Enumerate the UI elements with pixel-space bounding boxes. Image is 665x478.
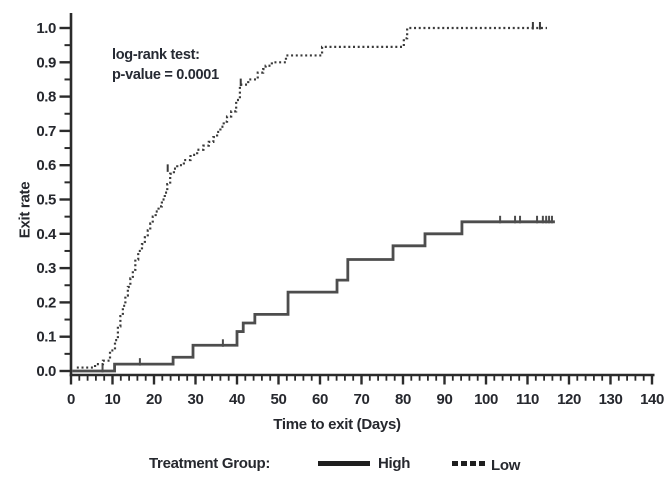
y-tick-label: 0.4 (36, 226, 57, 243)
y-tick-label: 0.1 (36, 329, 56, 346)
x-tick-label: 110 (516, 391, 539, 408)
log-rank-annotation: log-rank test: p-value = 0.0001 (112, 45, 219, 85)
x-tick-label: 140 (640, 391, 664, 408)
legend-label-low: Low (491, 457, 521, 474)
x-tick-label: 0 (67, 391, 75, 408)
x-tick-label: 20 (146, 391, 162, 408)
x-tick-label: 90 (437, 391, 453, 408)
y-tick-label: 0.5 (36, 192, 56, 209)
y-tick-label: 0.6 (36, 157, 56, 174)
y-tick-label: 0.0 (36, 363, 56, 380)
x-tick-label: 40 (229, 391, 245, 408)
y-tick-label: 0.7 (36, 123, 56, 140)
x-tick-label: 60 (312, 391, 328, 408)
y-tick-label: 0.9 (36, 54, 56, 71)
x-tick-label: 70 (354, 391, 370, 408)
x-tick-label: 120 (557, 391, 581, 408)
legend-dashed-line-sample (452, 461, 485, 466)
x-axis-title: Time to exit (Days) (273, 416, 401, 433)
legend-title: Treatment Group: (149, 455, 271, 472)
x-tick-label: 10 (105, 391, 121, 408)
y-tick-label: 0.2 (36, 294, 56, 311)
y-tick-label: 0.3 (36, 260, 56, 277)
legend-label-high: High (378, 455, 411, 472)
annotation-line-2: p-value = 0.0001 (112, 67, 219, 83)
x-tick-label: 130 (599, 391, 623, 408)
annotation-line-1: log-rank test: (112, 47, 200, 63)
y-axis-title: Exit rate (16, 181, 34, 239)
high-survival-curve (72, 220, 555, 373)
x-tick-label: 30 (188, 391, 204, 408)
y-tick-label: 1.0 (36, 20, 56, 37)
legend-solid-line-sample (318, 461, 370, 466)
x-tick-label: 80 (395, 391, 411, 408)
x-tick-label: 50 (271, 391, 287, 408)
y-tick-label: 0.8 (36, 89, 56, 106)
x-tick-label: 100 (474, 391, 498, 408)
